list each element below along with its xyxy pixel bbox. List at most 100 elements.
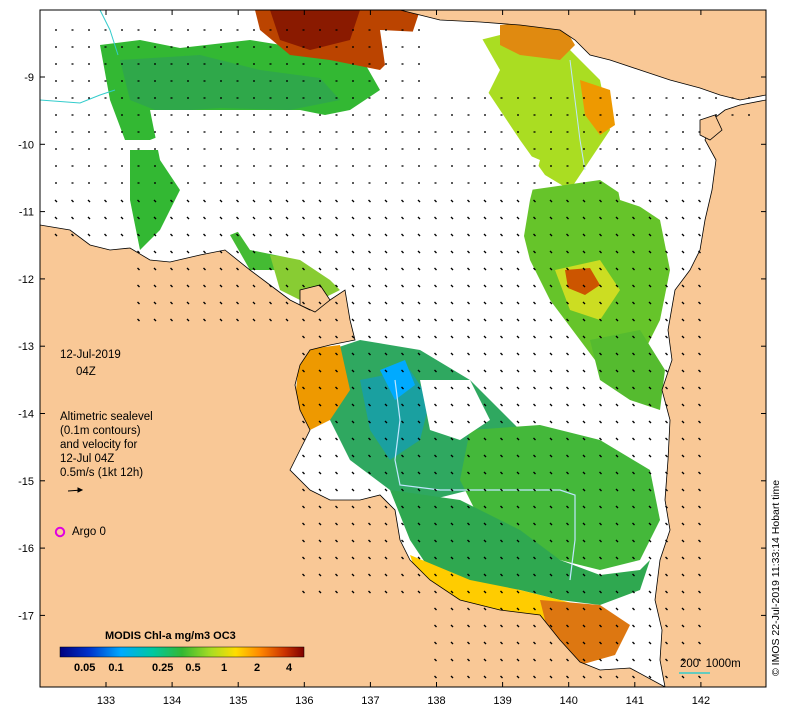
- velocity-arrow: [698, 437, 701, 441]
- velocity-arrow: [599, 420, 602, 424]
- velocity-arrow: [648, 352, 652, 356]
- velocity-arrow: [549, 403, 553, 407]
- velocity-arrow: [615, 488, 619, 492]
- velocity-arrow: [285, 233, 289, 237]
- velocity-arrow: [665, 335, 668, 339]
- velocity-arrow: [417, 590, 421, 594]
- velocity-arrow: [401, 199, 404, 203]
- velocity-arrow: [648, 539, 652, 543]
- velocity-arrow: [665, 386, 668, 390]
- velocity-arrow: [368, 437, 371, 441]
- velocity-arrow: [582, 318, 586, 322]
- velocity-arrow: [582, 352, 586, 356]
- chlorophyll-field: [100, 10, 670, 665]
- velocity-arrow: [384, 573, 388, 577]
- velocity-arrow: [153, 301, 157, 305]
- velocity-arrow: [401, 352, 404, 356]
- velocity-arrow: [401, 267, 404, 271]
- colorbar: [59, 646, 305, 658]
- velocity-arrow: [698, 675, 701, 679]
- velocity-arrow: [681, 301, 685, 305]
- velocity-arrow: [566, 522, 569, 526]
- velocity-arrow: [351, 267, 355, 271]
- velocity-arrow: [434, 556, 437, 560]
- velocity-arrow: [681, 471, 685, 475]
- velocity-arrow: [665, 471, 668, 475]
- map-date: 12-Jul-2019: [60, 349, 121, 361]
- velocity-arrow: [582, 488, 586, 492]
- velocity-arrow: [566, 352, 569, 356]
- velocity-arrow: [467, 624, 470, 628]
- velocity-arrow: [566, 369, 569, 373]
- velocity-arrow: [632, 522, 635, 526]
- velocity-arrow: [698, 250, 701, 254]
- velocity-arrow: [599, 284, 602, 288]
- velocity-arrow: [582, 658, 586, 662]
- velocity-arrow: [467, 216, 470, 220]
- velocity-arrow: [516, 420, 520, 424]
- velocity-arrow: [615, 301, 619, 305]
- velocity-arrow: [483, 335, 487, 339]
- velocity-arrow: [599, 641, 602, 645]
- velocity-arrow: [335, 352, 338, 356]
- velocity-arrow: [335, 539, 338, 543]
- velocity-arrow: [302, 369, 305, 373]
- velocity-arrow: [252, 318, 256, 322]
- velocity-arrow: [335, 386, 338, 390]
- velocity-arrow: [87, 199, 91, 203]
- velocity-arrow: [566, 675, 569, 679]
- lat-tick-label: -10: [18, 139, 34, 151]
- velocity-arrow: [615, 607, 619, 611]
- velocity-arrow: [318, 471, 322, 475]
- velocity-arrow: [137, 284, 140, 288]
- velocity-arrow: [566, 403, 569, 407]
- velocity-arrow: [483, 352, 487, 356]
- velocity-arrow: [417, 556, 421, 560]
- velocity-arrow: [533, 335, 536, 339]
- velocity-arrow: [335, 505, 338, 509]
- velocity-arrow: [285, 250, 289, 254]
- velocity-arrow: [351, 590, 355, 594]
- velocity-arrow: [681, 284, 685, 288]
- velocity-arrow: [533, 318, 536, 322]
- velocity-arrow: [434, 199, 437, 203]
- velocity-arrow: [318, 522, 322, 526]
- velocity-arrow: [434, 284, 437, 288]
- velocity-arrow: [318, 233, 322, 237]
- velocity-arrow: [170, 284, 173, 288]
- velocity-arrow: [302, 233, 305, 237]
- velocity-arrow: [533, 233, 536, 237]
- velocity-arrow: [698, 556, 701, 560]
- velocity-arrow: [648, 658, 652, 662]
- velocity-arrow: [186, 199, 190, 203]
- velocity-arrow: [500, 369, 503, 373]
- velocity-arrow: [302, 335, 305, 339]
- lat-tick-label: -16: [18, 543, 34, 555]
- velocity-arrow: [285, 267, 289, 271]
- velocity-arrow: [648, 233, 652, 237]
- velocity-arrow: [483, 267, 487, 271]
- velocity-arrow: [417, 267, 421, 271]
- velocity-arrow: [186, 233, 190, 237]
- velocity-arrow: [467, 301, 470, 305]
- velocity-arrow: [500, 539, 503, 543]
- velocity-arrow: [351, 250, 355, 254]
- lon-tick-label: 141: [626, 695, 644, 707]
- velocity-arrow: [368, 352, 371, 356]
- velocity-arrow: [384, 505, 388, 509]
- velocity-arrow: [698, 199, 701, 203]
- velocity-arrow: [632, 233, 635, 237]
- velocity-arrow: [665, 573, 668, 577]
- velocity-arrow: [632, 301, 635, 305]
- velocity-arrow: [599, 301, 602, 305]
- velocity-arrow: [681, 607, 685, 611]
- velocity-arrow: [698, 386, 701, 390]
- velocity-arrow: [318, 284, 322, 288]
- velocity-arrow: [698, 318, 701, 322]
- velocity-arrow: [335, 420, 338, 424]
- velocity-arrow: [450, 505, 454, 509]
- velocity-arrow: [269, 216, 272, 220]
- velocity-arrow: [483, 250, 487, 254]
- velocity-arrow: [351, 488, 355, 492]
- velocity-arrow: [599, 505, 602, 509]
